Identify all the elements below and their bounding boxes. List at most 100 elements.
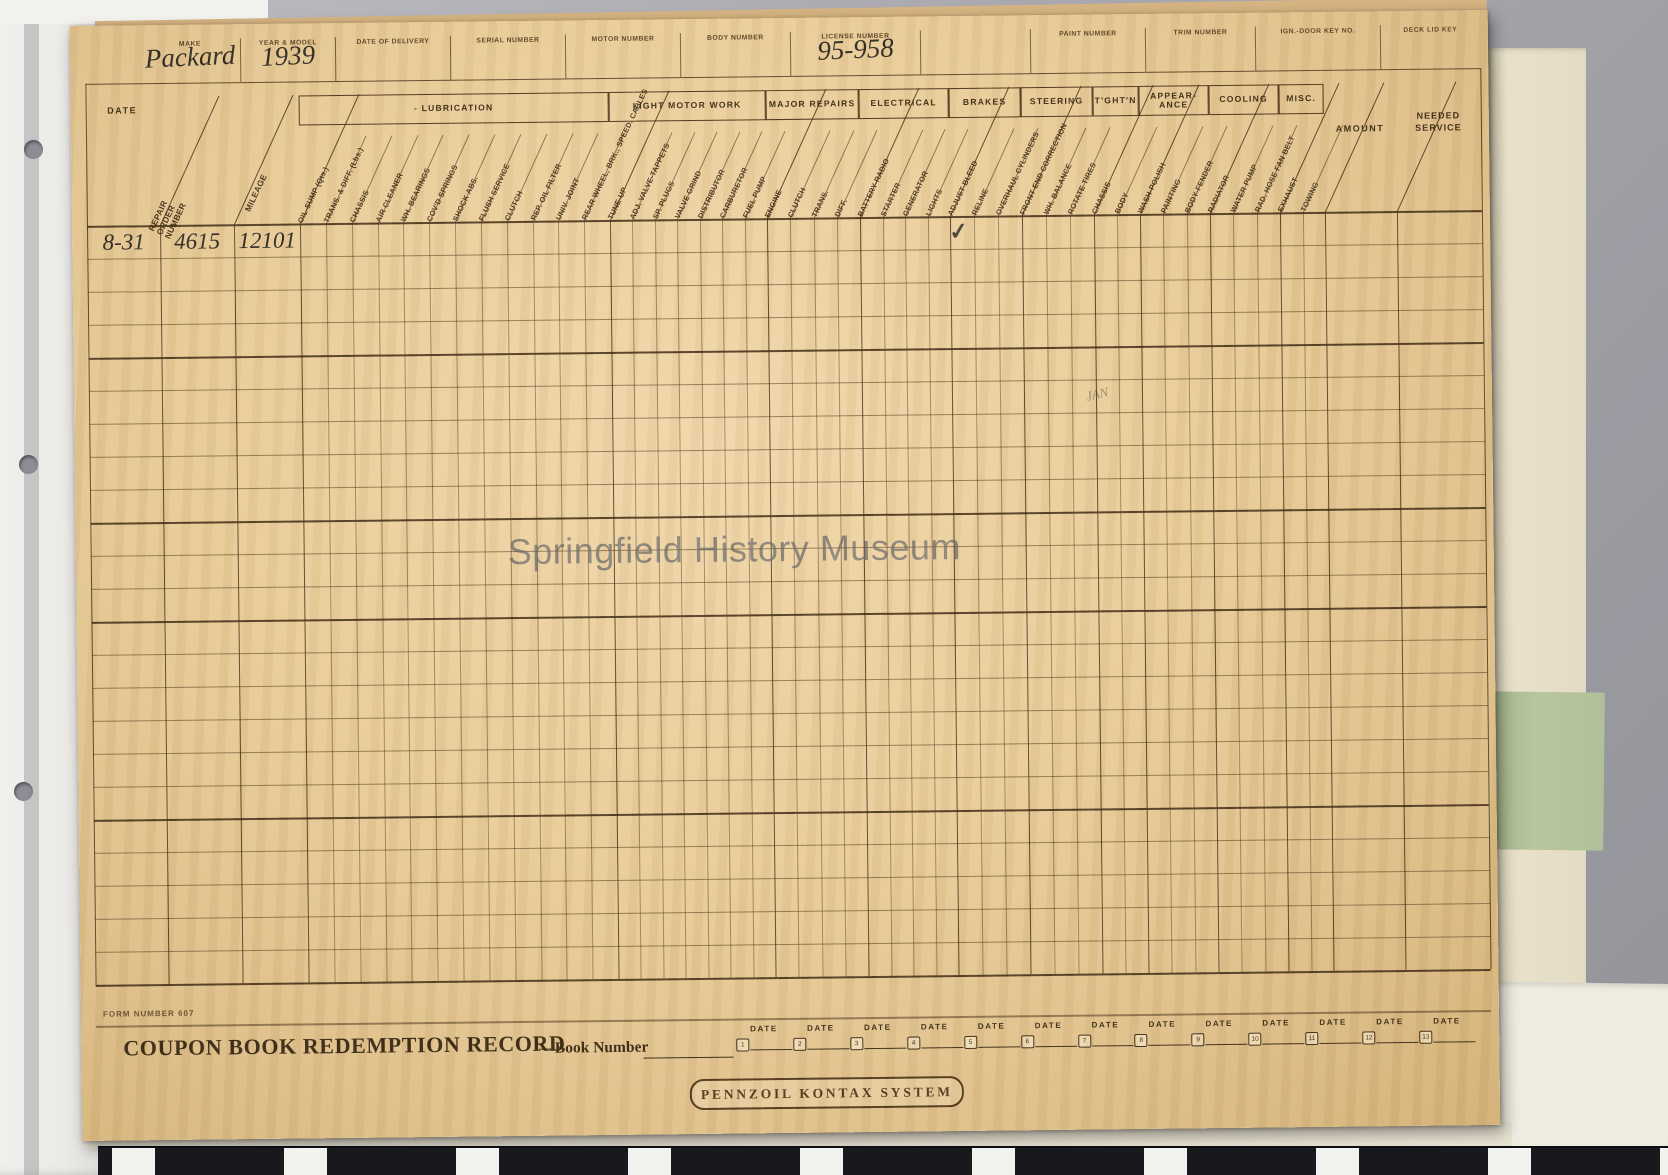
grid-hline: [95, 969, 1491, 987]
grid-vline-major: [766, 218, 777, 978]
section-divider: [1324, 82, 1385, 213]
header-field-label: IGN.-DOOR KEY NO.: [1280, 27, 1356, 36]
grid-hline: [89, 441, 1485, 458]
grid-vline-major: [1093, 214, 1104, 974]
slot-number-box: 2: [793, 1037, 807, 1051]
grid-vline-major: [949, 216, 960, 976]
slot-number-box: 7: [1077, 1034, 1091, 1048]
column-divider: [997, 128, 1039, 216]
grid-vline: [882, 216, 893, 976]
header-field: DECK LID KEY: [1379, 24, 1481, 70]
slot-number-box: 9: [1191, 1033, 1205, 1047]
coupon-book-title: COUPON BOOK REDEMPTION RECORD: [123, 1030, 566, 1061]
check-mark: ✓: [947, 216, 970, 246]
header-field: LICENSE NUMBER 95-958: [789, 30, 921, 76]
grid-hline: [88, 309, 1484, 326]
coupon-slot: DATE 6: [1020, 1021, 1078, 1056]
grid-vline: [744, 218, 755, 978]
section-divider: [233, 94, 294, 225]
section-title: T'GHT'N: [1092, 85, 1139, 117]
coupon-slot: DATE 3: [850, 1023, 907, 1058]
slot-line: [1205, 1043, 1248, 1046]
entry-date: 8-31: [102, 229, 145, 255]
header-field-value: Packard: [144, 39, 236, 74]
grid-vline: [1045, 215, 1056, 974]
column-divider: [790, 130, 831, 219]
slot-line: [1433, 1041, 1476, 1043]
grid-vline: [1116, 214, 1127, 974]
section-title: STEERING: [1020, 86, 1093, 118]
background-paper-green: [1487, 691, 1605, 851]
coupon-date-label: DATE: [1262, 1018, 1291, 1028]
column-divider: [1256, 125, 1298, 214]
slot-number-box: 11: [1305, 1031, 1319, 1046]
coupon-date-slots: DATE 1 DATE 2 DATE 3 DATE 4 DATE 5 DATE 6 DATE 7 DATE 8…: [736, 1016, 1476, 1058]
grid-hline: [94, 870, 1490, 887]
coupon-slot: DATE 5: [963, 1021, 1021, 1056]
binder-hole: [19, 455, 38, 474]
section-title: BRAKES: [948, 87, 1021, 119]
grid-hline: [89, 408, 1485, 425]
entry-repair-order: 4615: [174, 228, 221, 254]
grid-hline: [90, 507, 1486, 525]
coupon-slot: DATE 13: [1419, 1016, 1476, 1051]
grid-vline: [1069, 214, 1080, 974]
coupon-slot: DATE 7: [1077, 1020, 1135, 1055]
coupon-slot: DATE 10: [1248, 1018, 1305, 1053]
column-divider: [973, 128, 1015, 217]
grid-hline: [95, 936, 1491, 953]
grid-vline: [506, 221, 517, 981]
grid-vline-major: [1324, 211, 1335, 971]
grid-vline-major: [299, 223, 310, 983]
slot-number-box: 3: [850, 1037, 864, 1051]
slot-number-box: 1: [736, 1038, 750, 1052]
slot-number-box: 8: [1134, 1033, 1148, 1048]
coupon-date-label: DATE: [863, 1022, 892, 1033]
grid-vline-major: [1279, 212, 1290, 972]
slot-line: [1262, 1043, 1305, 1045]
slot-number-box: 5: [963, 1035, 978, 1049]
section-divider: [159, 95, 220, 226]
coupon-date-label: DATE: [807, 1023, 835, 1033]
header-field-label: MOTOR NUMBER: [591, 35, 655, 44]
book-number-label: —Book Number: [539, 1038, 649, 1057]
column-divider: [1302, 124, 1343, 213]
section-title: MISC.: [1278, 83, 1324, 115]
slot-line: [1148, 1044, 1191, 1046]
coupon-date-label: DATE: [1433, 1016, 1461, 1026]
amount-header: AMOUNT: [1335, 123, 1385, 134]
slot-line: [1376, 1041, 1419, 1044]
grid-vline-major: [1139, 213, 1150, 973]
slot-line: [921, 1047, 964, 1049]
header-field: MAKE Packard: [140, 38, 240, 83]
grid-vline: [654, 219, 665, 979]
column-divider: [1163, 126, 1204, 215]
entry-mileage: 12101: [238, 227, 297, 254]
date-column-header: DATE: [107, 105, 138, 116]
grid-vline-major: [1209, 213, 1220, 973]
needed-service-header: NEEDED SERVICE: [1415, 110, 1462, 133]
grid-hline: [88, 375, 1484, 392]
grid-hline: [87, 276, 1483, 293]
coupon-date-label: DATE: [1205, 1018, 1234, 1029]
grid-vline: [813, 217, 824, 977]
card-right-border: [1480, 68, 1483, 211]
grid-hline: [92, 672, 1488, 689]
coupon-slot: DATE 12: [1362, 1017, 1419, 1052]
watermark-text: Springfield History Museum: [507, 526, 962, 573]
header-field-label: SERIAL NUMBER: [476, 36, 540, 45]
grid-hline: [91, 606, 1487, 624]
grid-vline-major: [609, 219, 620, 979]
grid-vline-major: [159, 225, 170, 985]
grid-hline: [88, 342, 1484, 360]
section-title: - LUBRICATION: [298, 91, 609, 126]
grid-hline: [93, 804, 1489, 822]
section-title: ELECTRICAL: [858, 88, 949, 120]
header-field: [919, 29, 1031, 75]
column-divider: [1233, 125, 1274, 214]
grid-vline: [997, 215, 1008, 975]
grid-vline: [699, 218, 710, 978]
header-field-label: BODY NUMBER: [706, 34, 764, 42]
header-field-label: PAINT NUMBER: [1059, 30, 1117, 38]
